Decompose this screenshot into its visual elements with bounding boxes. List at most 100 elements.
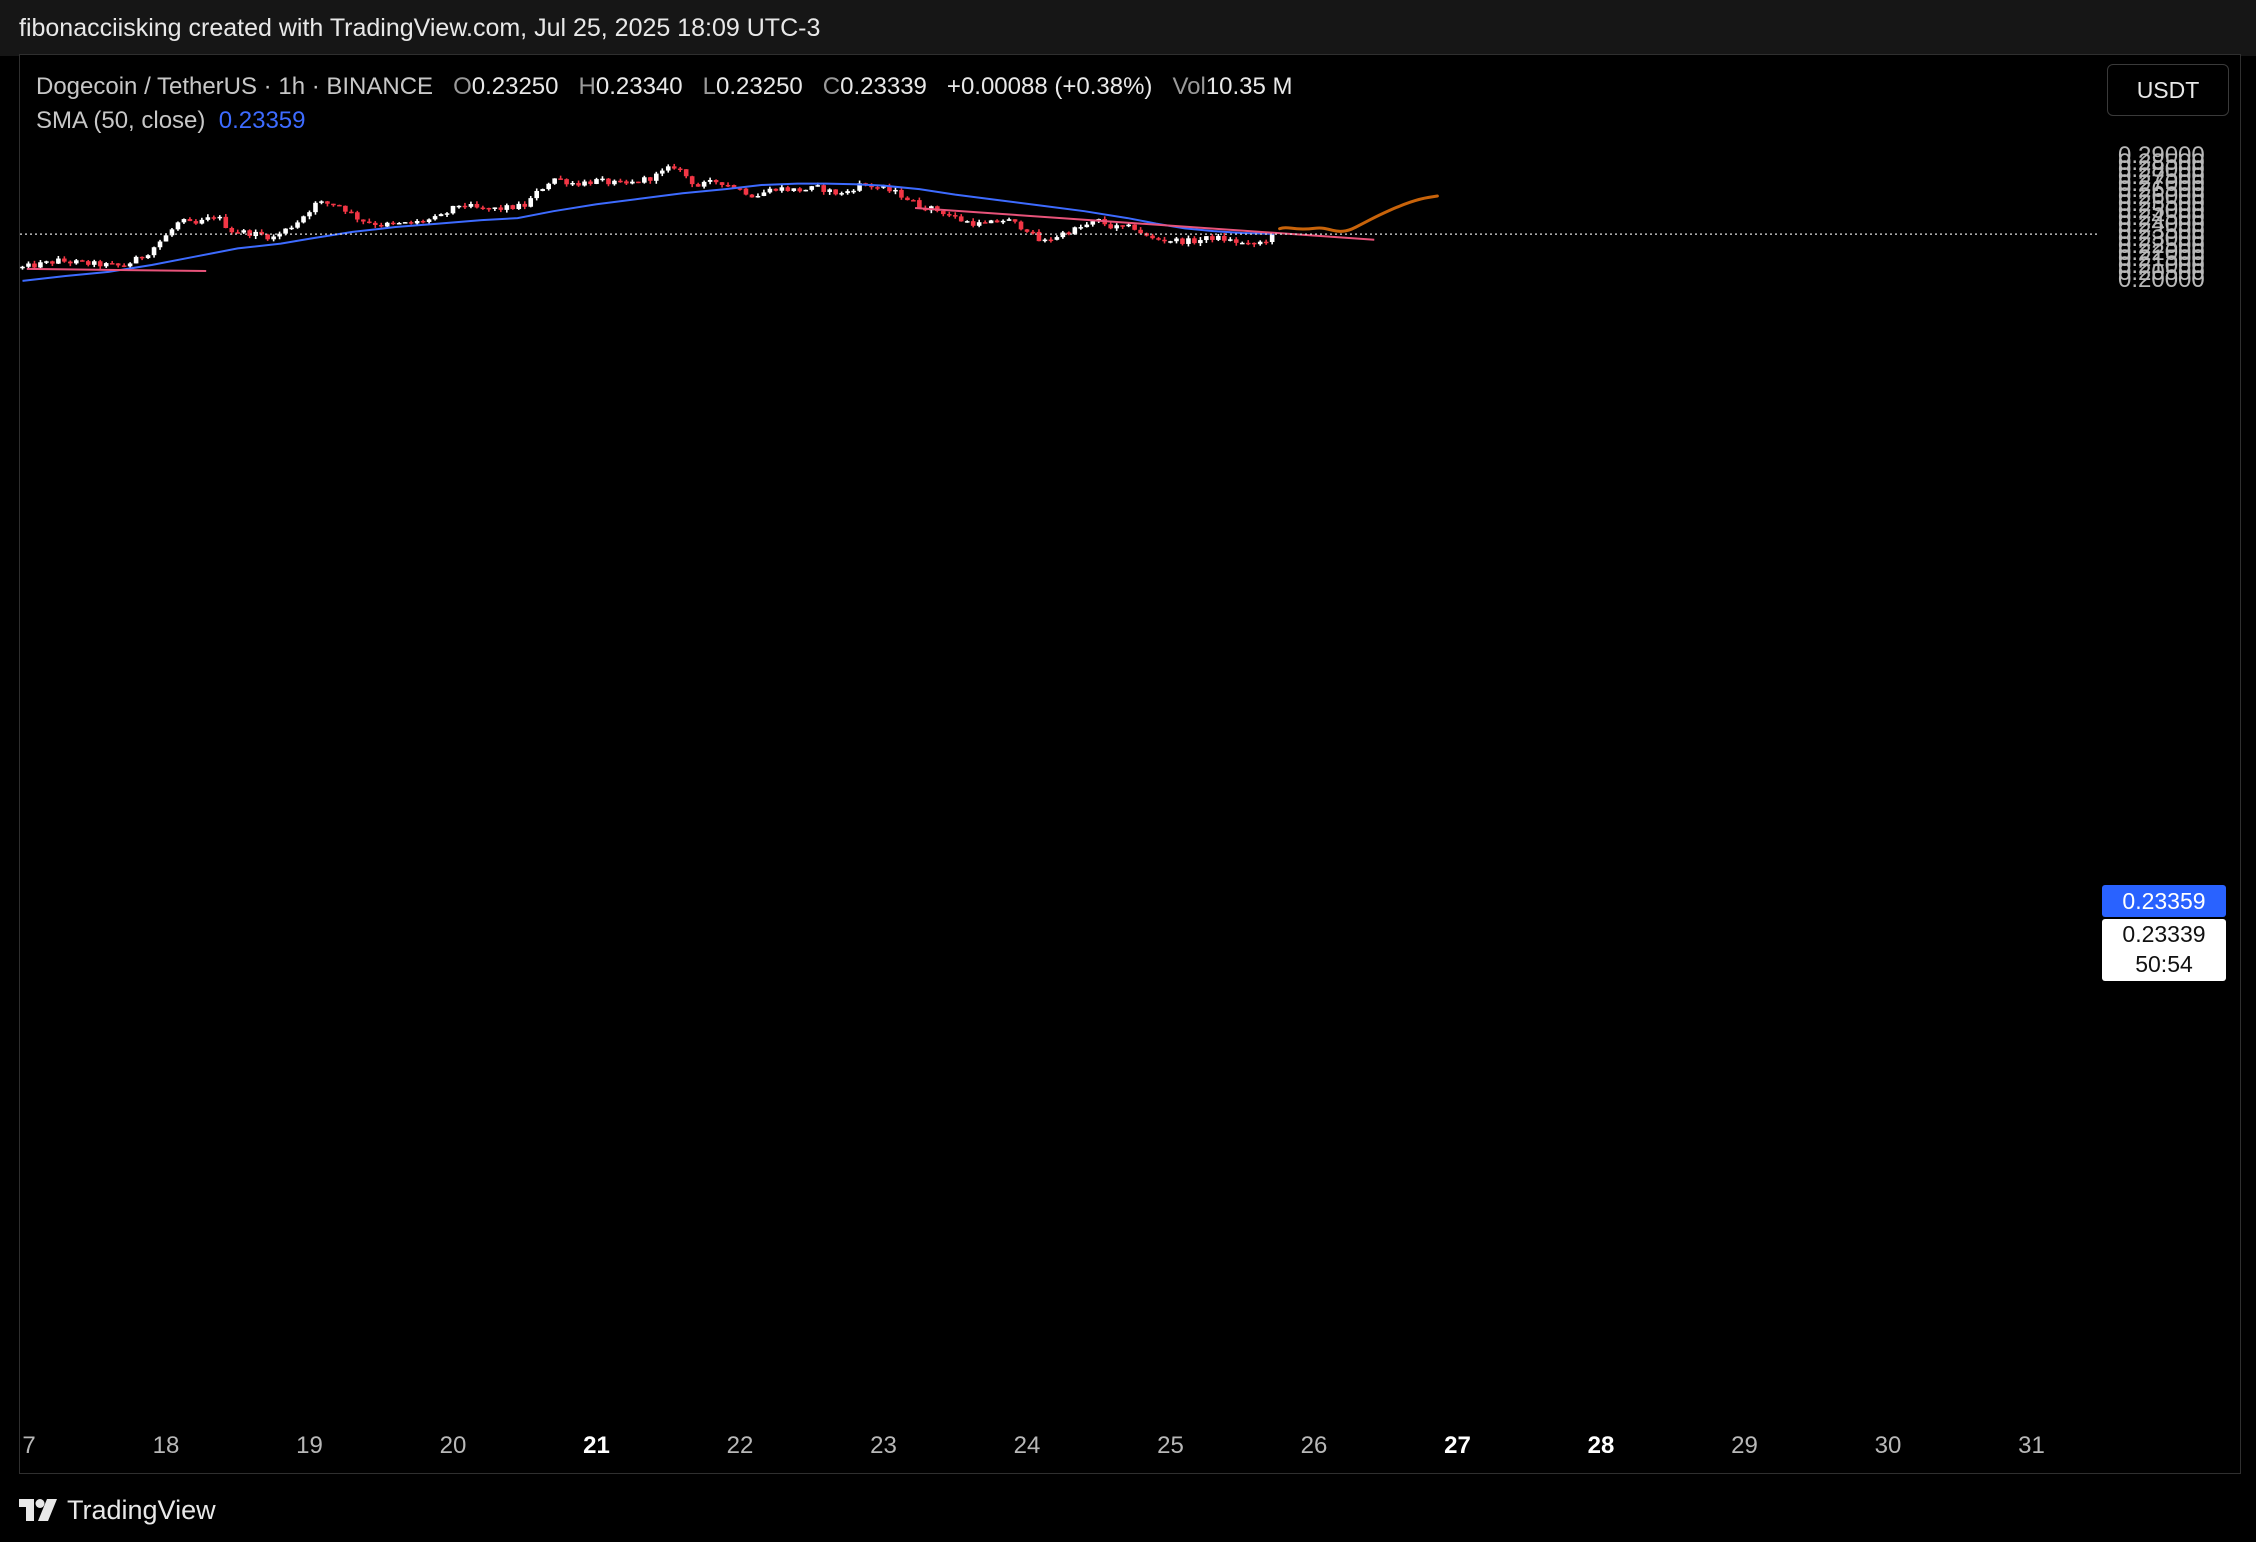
candle-body bbox=[247, 230, 253, 236]
candle-body bbox=[797, 188, 803, 192]
candle-body bbox=[1168, 241, 1173, 243]
candle-body bbox=[438, 214, 444, 217]
candle-body bbox=[295, 222, 300, 228]
price-tick-label: 0.20500 bbox=[2118, 259, 2205, 287]
candle-body bbox=[582, 181, 587, 186]
candle-body bbox=[1233, 239, 1239, 243]
candle-body bbox=[785, 187, 791, 192]
candle-body bbox=[91, 261, 97, 265]
candle-body bbox=[964, 221, 970, 223]
candle-body bbox=[1054, 237, 1060, 240]
candle-body bbox=[1245, 242, 1251, 245]
symbol-title[interactable]: Dogecoin / TetherUS · 1h · BINANCE bbox=[36, 73, 434, 100]
projection-curve bbox=[1278, 194, 1439, 233]
price-tick-label: 0.29000 bbox=[2118, 142, 2205, 169]
candle-body bbox=[313, 202, 318, 213]
trendline-2 bbox=[915, 207, 1375, 241]
candle-body bbox=[636, 181, 641, 184]
candle-body bbox=[229, 228, 235, 233]
last-price-tag: 0.23339 50:54 bbox=[2102, 919, 2226, 981]
candle-body bbox=[1216, 235, 1221, 240]
candle-body bbox=[199, 219, 205, 224]
candle-body bbox=[845, 191, 850, 194]
candle-body bbox=[1060, 232, 1066, 238]
candle-body bbox=[414, 220, 420, 224]
candle-body bbox=[1251, 242, 1257, 245]
candle-body bbox=[827, 189, 832, 192]
candle-body bbox=[546, 183, 551, 190]
date-tick-label: 7 bbox=[22, 1432, 36, 1459]
footer-brand[interactable]: TradingView bbox=[19, 1492, 216, 1528]
sma-label[interactable]: SMA (50, close) bbox=[36, 107, 206, 134]
candle-body bbox=[1126, 224, 1131, 227]
candle-body bbox=[175, 222, 181, 230]
candle-body bbox=[26, 263, 31, 267]
candle-body bbox=[1030, 231, 1036, 234]
candle-body bbox=[1000, 220, 1006, 223]
candle-body bbox=[187, 219, 193, 222]
candle-body bbox=[456, 205, 462, 208]
candle-body bbox=[839, 193, 844, 195]
candle-body bbox=[821, 185, 827, 192]
candle-body bbox=[946, 214, 952, 216]
candle-body bbox=[1090, 221, 1096, 225]
candle-body bbox=[642, 177, 647, 183]
low-value: 0.23250 bbox=[716, 73, 803, 100]
top-bar: fibonacciisking created with TradingView… bbox=[0, 0, 2256, 56]
candle-body bbox=[151, 247, 157, 256]
candle-body bbox=[289, 227, 294, 230]
candle-body bbox=[630, 181, 635, 184]
candle-body bbox=[498, 207, 504, 210]
candle-body bbox=[44, 261, 49, 263]
candle-body bbox=[480, 207, 486, 210]
candle-body bbox=[217, 216, 223, 219]
sma-price-tag: 0.23359 bbox=[2102, 885, 2226, 917]
candle-body bbox=[450, 205, 456, 214]
candle-body bbox=[600, 178, 605, 181]
sma-row: SMA (50, close) 0.23359 bbox=[36, 104, 1293, 138]
candle-body bbox=[79, 260, 85, 262]
candle-body bbox=[181, 219, 187, 223]
price-tick-label: 0.24000 bbox=[2118, 210, 2205, 238]
candle-body bbox=[857, 183, 862, 191]
open-value: 0.23250 bbox=[471, 73, 559, 100]
candle-body bbox=[331, 203, 336, 206]
candle-body bbox=[510, 205, 516, 210]
candle-body bbox=[38, 262, 43, 268]
attribution-text: fibonacciisking created with TradingView… bbox=[19, 14, 821, 42]
candle-body bbox=[552, 178, 557, 184]
date-tick-label: 20 bbox=[439, 1432, 467, 1459]
candle-body bbox=[349, 211, 354, 214]
candle-body bbox=[337, 204, 342, 207]
candle-body bbox=[283, 228, 288, 234]
candle-body bbox=[659, 170, 665, 174]
chart-pane[interactable] bbox=[19, 54, 2241, 1474]
candle-body bbox=[1186, 238, 1191, 244]
candle-body bbox=[1210, 236, 1215, 240]
candle-body bbox=[301, 216, 306, 223]
candle-body bbox=[958, 216, 964, 222]
candle-body bbox=[653, 173, 659, 181]
candle-body bbox=[378, 224, 384, 227]
candle-body bbox=[713, 179, 719, 183]
candle-body bbox=[1084, 224, 1090, 228]
candle-body bbox=[169, 229, 175, 236]
price-tick-label: 0.21500 bbox=[2118, 245, 2205, 273]
date-tick-label: 29 bbox=[1731, 1432, 1758, 1459]
candle-body bbox=[1006, 219, 1012, 221]
price-tick-label: 0.20000 bbox=[2118, 266, 2205, 294]
candle-body bbox=[426, 219, 432, 223]
currency-button[interactable]: USDT bbox=[2107, 64, 2229, 116]
date-tick-label: 19 bbox=[296, 1432, 323, 1459]
candle-body bbox=[725, 184, 731, 187]
candle-body bbox=[1024, 229, 1030, 232]
candle-body bbox=[20, 266, 25, 269]
low-label: L bbox=[702, 73, 717, 100]
candle-body bbox=[384, 222, 390, 227]
date-tick-label: 22 bbox=[726, 1432, 754, 1459]
candle-body bbox=[976, 222, 982, 226]
candle-body bbox=[671, 166, 677, 169]
candle-body bbox=[68, 261, 73, 264]
candle-body bbox=[761, 192, 767, 196]
